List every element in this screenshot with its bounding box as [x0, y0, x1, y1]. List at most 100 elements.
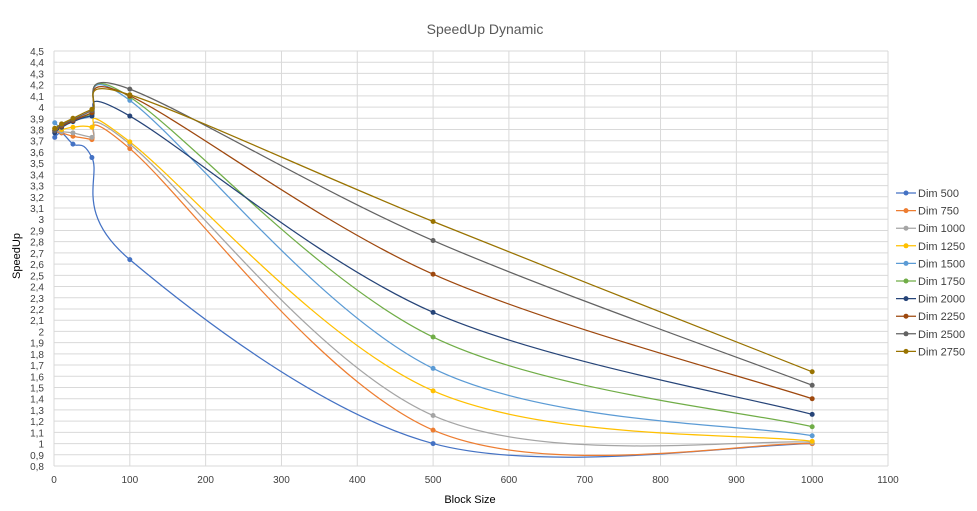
data-point-dim-2250: [809, 396, 815, 402]
y-tick-label: 2,6: [30, 260, 44, 271]
data-point-dim-2750: [52, 125, 58, 131]
legend-label: Dim 2000: [918, 294, 965, 306]
x-tick-label: 800: [652, 475, 669, 486]
legend-label: Dim 1250: [918, 241, 965, 253]
y-tick-label: 3,7: [30, 137, 44, 148]
data-point-dim-1750: [809, 424, 815, 430]
y-tick-label: 0,9: [30, 451, 44, 462]
y-tick-label: 2,2: [30, 305, 44, 316]
y-axis-ticks: 0,80,911,11,21,31,41,51,61,71,81,922,12,…: [30, 47, 44, 473]
y-tick-label: 3,2: [30, 193, 44, 204]
y-tick-label: 3,5: [30, 159, 44, 170]
y-tick-label: 3,9: [30, 114, 44, 125]
data-point-dim-500: [430, 441, 436, 447]
legend-marker: [903, 313, 909, 319]
y-tick-label: 2,1: [30, 316, 44, 327]
legend-label: Dim 1750: [918, 276, 965, 288]
legend-marker: [903, 243, 909, 249]
legend-item-dim-1750: Dim 1750: [896, 276, 965, 288]
legend-item-dim-1250: Dim 1250: [896, 241, 965, 253]
y-tick-label: 4,4: [30, 58, 44, 69]
data-point-dim-750: [430, 427, 436, 433]
data-point-dim-2000: [430, 309, 436, 315]
y-tick-label: 0,8: [30, 462, 44, 473]
y-tick-label: 4,1: [30, 92, 44, 103]
y-tick-label: 2: [38, 327, 44, 338]
legend-marker: [903, 296, 909, 302]
x-tick-label: 400: [349, 475, 366, 486]
data-point-dim-1250: [70, 124, 76, 130]
x-tick-label: 0: [51, 475, 57, 486]
legend-item-dim-1500: Dim 1500: [896, 258, 965, 270]
legend-item-dim-500: Dim 500: [896, 188, 959, 200]
data-point-dim-1250: [809, 438, 815, 444]
x-tick-label: 700: [576, 475, 593, 486]
x-tick-label: 100: [121, 475, 138, 486]
y-tick-label: 4: [38, 103, 44, 114]
legend-marker: [903, 331, 909, 337]
x-tick-label: 1000: [801, 475, 824, 486]
legend-marker: [903, 190, 909, 196]
y-tick-label: 2,8: [30, 238, 44, 249]
data-point-dim-1250: [430, 388, 436, 394]
data-point-dim-2500: [430, 238, 436, 244]
y-tick-label: 3: [38, 215, 44, 226]
x-tick-label: 300: [273, 475, 290, 486]
chart-title: SpeedUp Dynamic: [427, 21, 544, 37]
data-point-dim-500: [127, 257, 133, 263]
data-point-dim-2750: [70, 115, 76, 121]
y-tick-label: 1: [38, 440, 44, 451]
data-point-dim-2500: [809, 382, 815, 388]
x-tick-label: 600: [501, 475, 518, 486]
legend: Dim 500 Dim 750 Dim 1000 Dim 1250 Dim 1500 Di…: [896, 188, 965, 358]
y-tick-label: 2,9: [30, 226, 44, 237]
y-tick-label: 2,5: [30, 271, 44, 282]
legend-item-dim-2000: Dim 2000: [896, 294, 965, 306]
series-markers: [52, 86, 815, 447]
y-tick-label: 1,5: [30, 383, 44, 394]
y-tick-label: 1,1: [30, 428, 44, 439]
y-tick-label: 1,4: [30, 395, 44, 406]
x-tick-label: 200: [197, 475, 214, 486]
legend-label: Dim 2500: [918, 329, 965, 341]
data-point-dim-2750: [89, 106, 95, 112]
x-tick-label: 1100: [877, 475, 899, 486]
data-point-dim-1500: [52, 120, 58, 126]
x-tick-label: 500: [425, 475, 442, 486]
y-tick-label: 2,7: [30, 249, 44, 260]
legend-marker: [903, 260, 909, 266]
legend-label: Dim 2250: [918, 311, 965, 323]
data-point-dim-2750: [59, 121, 65, 127]
legend-marker: [903, 348, 909, 354]
data-point-dim-2000: [809, 411, 815, 417]
data-point-dim-500: [52, 134, 58, 140]
y-tick-label: 1,3: [30, 406, 44, 417]
data-point-dim-2750: [430, 218, 436, 224]
y-tick-label: 4,2: [30, 81, 44, 92]
x-axis-ticks: 0 100 200 300 400 500 600 700 800 900 1000 1100: [51, 475, 899, 486]
data-point-dim-2250: [430, 271, 436, 277]
legend-label: Dim 1000: [918, 223, 965, 235]
x-tick-label: 900: [728, 475, 745, 486]
legend-label: Dim 1500: [918, 258, 965, 270]
y-tick-label: 2,4: [30, 283, 44, 294]
y-tick-label: 3,1: [30, 204, 44, 215]
data-point-dim-1000: [430, 413, 436, 419]
legend-label: Dim 500: [918, 188, 959, 200]
y-tick-label: 4,5: [30, 47, 44, 58]
gridlines: [53, 50, 889, 467]
data-point-dim-1250: [89, 124, 95, 130]
y-tick-label: 2,3: [30, 294, 44, 305]
legend-item-dim-1000: Dim 1000: [896, 223, 965, 235]
y-tick-label: 3,4: [30, 170, 44, 181]
y-axis-label: SpeedUp: [11, 233, 23, 279]
y-tick-label: 1,7: [30, 361, 44, 372]
y-tick-label: 1,6: [30, 372, 44, 383]
data-point-dim-1750: [430, 334, 436, 340]
legend-label: Dim 2750: [918, 346, 965, 358]
y-tick-label: 3,3: [30, 182, 44, 193]
x-axis-label: Block Size: [444, 494, 495, 506]
data-point-dim-750: [127, 146, 133, 152]
legend-marker: [903, 278, 909, 284]
